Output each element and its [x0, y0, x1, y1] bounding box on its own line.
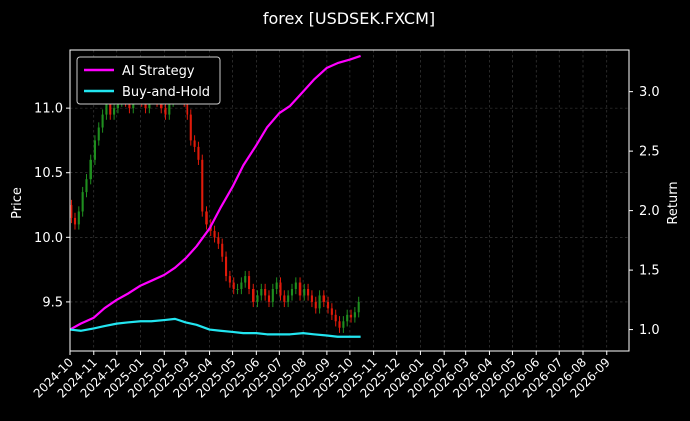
price-candle — [197, 146, 200, 160]
price-candle — [346, 314, 349, 322]
price-candle — [73, 217, 77, 225]
y-axis-left: 9.5 10.0 10.5 11.0 — [34, 102, 70, 310]
price-candle — [77, 211, 80, 225]
y-axis-right-label: Return — [666, 181, 681, 224]
price-candle — [85, 179, 88, 193]
price-candle — [236, 288, 239, 290]
price-candle — [213, 230, 216, 238]
price-candle — [298, 282, 302, 296]
price-candle — [287, 295, 290, 302]
price-candle — [113, 108, 116, 115]
y-left-tick-label: 10.0 — [34, 231, 63, 246]
price-candle — [271, 288, 274, 302]
price-candle — [357, 301, 360, 313]
y-left-tick-label: 9.5 — [42, 295, 63, 310]
y-right-tick-label: 1.5 — [639, 264, 660, 279]
price-candle — [247, 276, 251, 289]
chart-title: forex [USDSEK.FXCM] — [263, 9, 435, 28]
price-candle — [201, 159, 204, 212]
price-candle — [326, 301, 330, 309]
return-lines — [69, 54, 361, 338]
series-line-buy-and-hold — [69, 317, 361, 338]
price-candle — [164, 108, 167, 115]
price-candle — [128, 101, 131, 109]
y-right-tick-label: 2.5 — [639, 145, 660, 160]
price-candle — [349, 314, 353, 318]
price-candle — [318, 295, 321, 309]
price-candle — [81, 192, 84, 212]
price-candle — [217, 237, 220, 244]
price-candle — [334, 314, 337, 322]
price-candle — [109, 101, 112, 115]
legend-label-ai-strategy: AI Strategy — [122, 64, 195, 79]
y-right-tick-label: 2.0 — [639, 204, 660, 219]
price-candle — [283, 295, 286, 302]
price-candle — [244, 276, 247, 283]
price-candle — [205, 211, 208, 225]
price-candle — [353, 312, 356, 318]
price-candle — [264, 288, 267, 296]
price-candle — [330, 308, 333, 315]
price-candle — [338, 321, 341, 328]
price-candle — [89, 159, 92, 180]
price-candle — [232, 282, 235, 289]
price-candle — [307, 288, 310, 296]
y-left-tick-label: 11.0 — [34, 102, 63, 117]
y-left-tick-label: 10.5 — [34, 166, 63, 181]
price-candles — [70, 83, 360, 333]
y-right-tick-label: 3.0 — [639, 85, 660, 100]
y-right-tick-label: 1.0 — [639, 323, 660, 338]
legend-label-buy-and-hold: Buy-and-Hold — [122, 85, 210, 100]
price-candle — [193, 140, 196, 147]
y-axis-right: 1.0 1.5 2.0 2.5 3.0 — [629, 85, 660, 338]
legend: AI Strategy Buy-and-Hold — [76, 56, 221, 105]
price-candle — [256, 295, 259, 302]
price-candle — [290, 288, 294, 296]
price-candle — [93, 140, 96, 160]
price-candle — [294, 282, 297, 289]
price-candle — [221, 243, 224, 257]
price-candle — [342, 321, 345, 328]
price-candle — [279, 282, 282, 296]
price-candle — [224, 256, 228, 277]
price-candle — [267, 295, 271, 302]
series-line-ai-strategy — [69, 54, 361, 331]
price-candle — [97, 127, 100, 141]
price-candle — [228, 276, 231, 283]
price-candle — [314, 301, 317, 309]
price-candle — [275, 282, 278, 289]
y-axis-left-label: Price — [10, 187, 25, 219]
price-candle — [322, 295, 326, 302]
price-candle — [240, 282, 243, 289]
price-candle — [105, 101, 108, 115]
price-candle — [116, 101, 119, 109]
price-candle — [101, 114, 104, 128]
price-candle — [303, 288, 306, 296]
price-candle — [186, 101, 189, 115]
price-candle — [189, 114, 192, 141]
price-candle — [144, 101, 147, 109]
price-candle — [252, 288, 255, 302]
price-candle — [70, 205, 73, 218]
price-candle — [260, 288, 263, 296]
price-candle — [310, 295, 313, 302]
price-candle — [168, 101, 171, 115]
price-candle — [159, 101, 163, 109]
